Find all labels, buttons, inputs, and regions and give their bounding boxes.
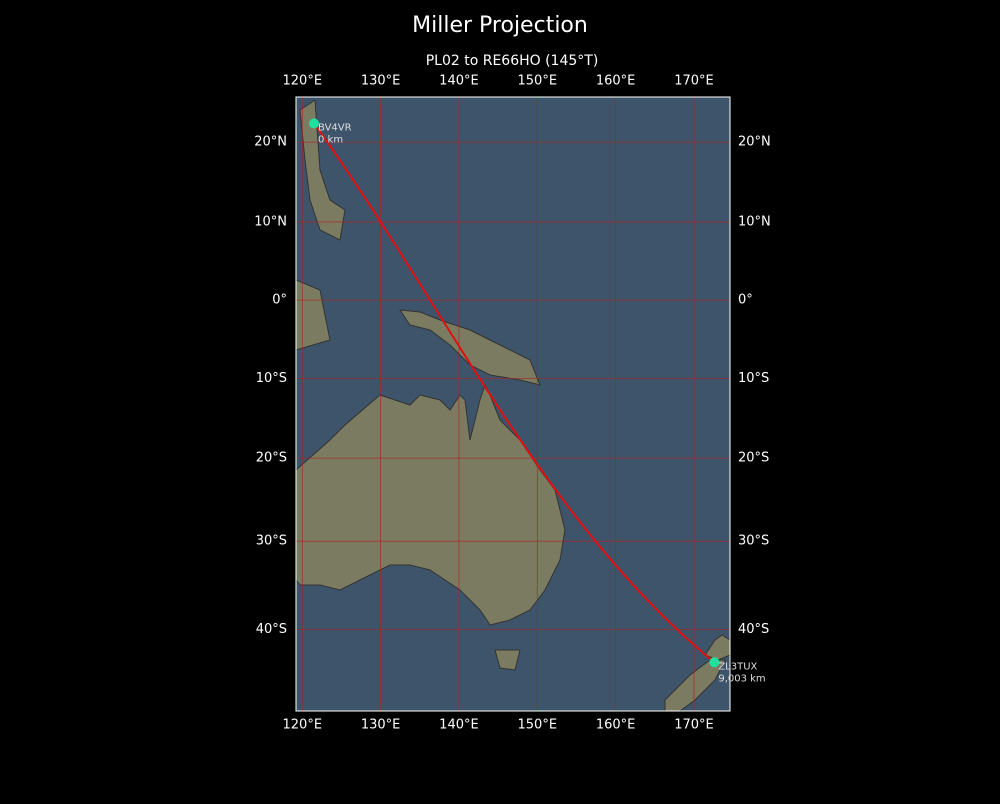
great-circle-path (313, 122, 715, 664)
lon-tick-label: 170°E (674, 74, 714, 89)
station-distance: 9,003 km (718, 673, 765, 684)
lat-tick-label: 20°S (256, 451, 287, 466)
lon-tick-label: 130°E (361, 718, 401, 733)
lon-tick-label: 150°E (518, 718, 558, 733)
graticule (296, 97, 730, 711)
lat-tick-label: 20°S (738, 451, 769, 466)
lat-tick-label: 0° (272, 293, 287, 308)
lon-tick-label: 120°E (283, 718, 323, 733)
lat-tick-label: 20°N (254, 135, 287, 150)
land (296, 99, 730, 711)
borneo (296, 279, 331, 351)
lon-tick-label: 170°E (674, 718, 714, 733)
lon-tick-label: 150°E (518, 74, 558, 89)
lon-tick-label: 130°E (361, 74, 401, 89)
lat-tick-label: 30°S (738, 534, 769, 549)
lat-tick-label: 10°S (738, 371, 769, 386)
station-name: BV4VR (318, 122, 352, 133)
lon-tick-label: 160°E (596, 718, 636, 733)
lat-tick-label: 10°S (256, 371, 287, 386)
philippines (299, 99, 346, 241)
lon-tick-label: 140°E (439, 74, 479, 89)
lat-tick-label: 0° (738, 293, 753, 308)
lat-tick-label: 10°N (254, 214, 287, 229)
nz-south (664, 659, 726, 711)
lat-tick-label: 40°S (738, 622, 769, 637)
lat-tick-label: 10°N (738, 214, 771, 229)
map-frame (295, 96, 731, 712)
new-guinea (398, 309, 541, 386)
tasmania (494, 649, 521, 671)
map-area (296, 97, 730, 711)
station-name: ZL3TUX (718, 661, 757, 672)
lat-tick-label: 20°N (738, 135, 771, 150)
station-distance: 0 km (318, 134, 343, 145)
lon-tick-label: 120°E (283, 74, 323, 89)
lat-tick-label: 40°S (256, 622, 287, 637)
map-title: Miller Projection (412, 13, 588, 38)
station-marker (309, 118, 320, 129)
lat-tick-label: 30°S (256, 534, 287, 549)
map-subtitle: PL02 to RE66HO (145°T) (426, 53, 599, 69)
lon-tick-label: 160°E (596, 74, 636, 89)
station-marker (709, 657, 720, 668)
lon-tick-label: 140°E (439, 718, 479, 733)
